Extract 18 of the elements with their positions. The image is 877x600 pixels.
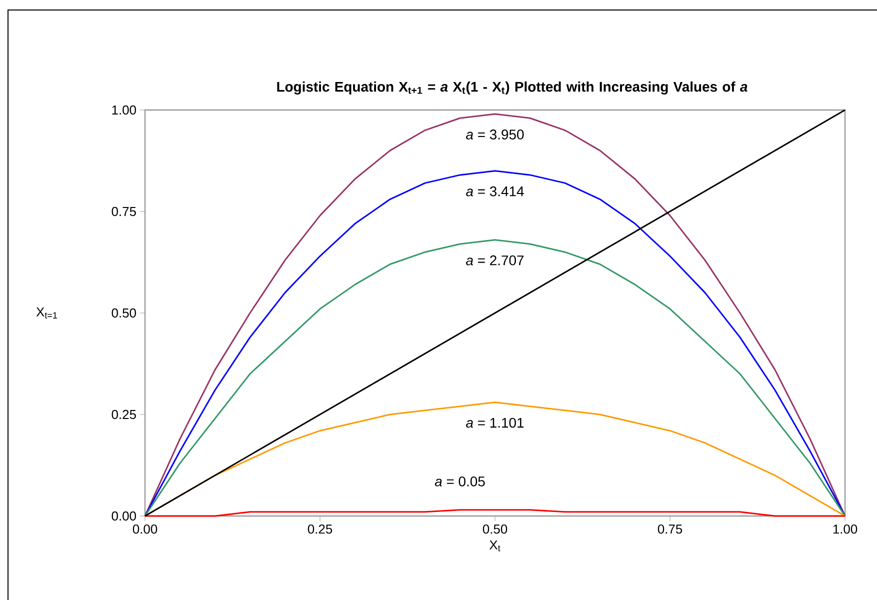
x-tick-label: 0.50 [482, 524, 508, 534]
x-tick-label: 1.00 [833, 524, 858, 534]
y-tick-label: 0.75 [112, 206, 136, 216]
x-tick-label: 0.25 [308, 524, 332, 534]
y-tick-label: 0.00 [112, 511, 136, 521]
series-label: a = 1.101 [466, 418, 524, 428]
y-tick-label: 0.50 [112, 308, 136, 318]
y-axis-title: X$_{t=1}$ [36, 307, 58, 319]
series-label: a = 3.414 [466, 186, 524, 196]
chart-title: Logistic Equation X$_{t+1}$ = a X$_{t}$(1 - X$_{t}$) Plotted with Increasing Values of a [277, 81, 748, 95]
y-tick-label: 0.25 [112, 410, 136, 420]
series-label: a = 2.707 [466, 255, 524, 266]
x-tick-label: 0.75 [658, 524, 682, 534]
x-tick-label: 0.00 [132, 524, 158, 534]
x-axis-title: X$_{t}$ [489, 540, 500, 552]
series-label: a = 0.05 [434, 476, 485, 486]
series-label: a = 3.950 [466, 130, 524, 140]
y-tick-label: 1.00 [112, 105, 136, 115]
